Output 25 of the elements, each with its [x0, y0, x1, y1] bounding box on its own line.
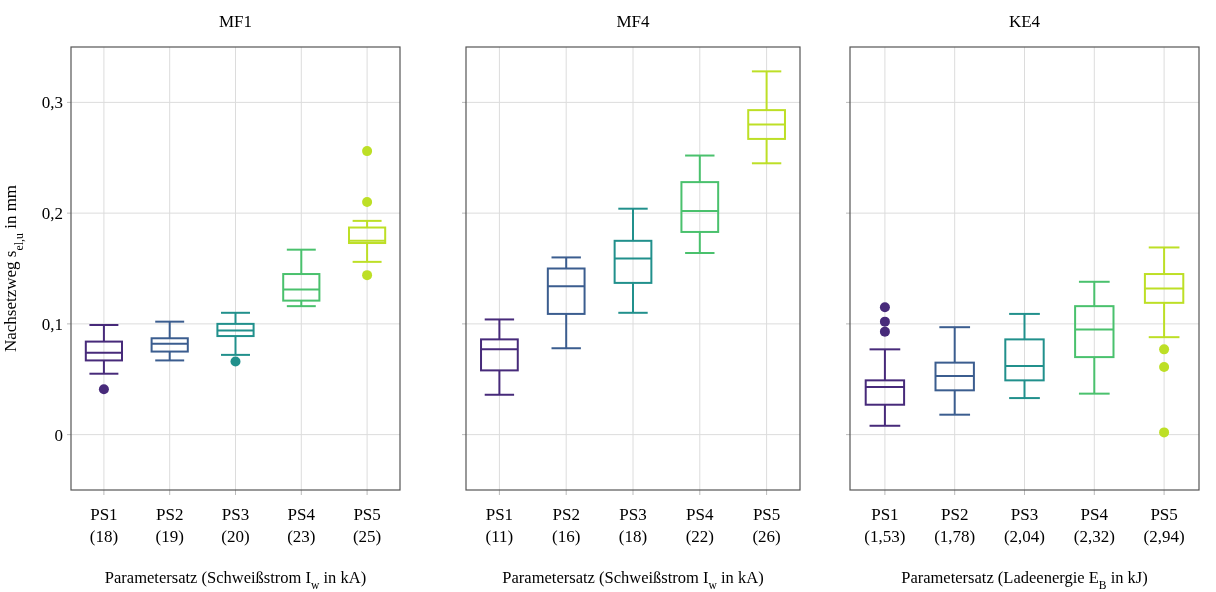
y-tick-label: 0,1 — [41, 314, 63, 334]
x-tick-label: PS4 (2,32) — [1073, 505, 1115, 546]
x-tick-label: PS1 (11) — [485, 505, 514, 546]
x-tick-label: PS1 (18) — [89, 505, 119, 546]
x-axis-title: Parametersatz (Ladeenergie E$_{B}$ in kJ) — [901, 568, 1148, 591]
x-tick-label: PS2 (16) — [552, 505, 581, 546]
x-tick-label: PS5 (2,94) — [1143, 505, 1185, 546]
chart-title: MF4 — [616, 12, 651, 31]
x-tick-label: PS3 (18) — [618, 505, 648, 546]
x-tick-label: PS3 (2,04) — [1003, 505, 1046, 546]
x-tick-label: PS2 (19) — [155, 505, 184, 546]
x-tick-label: PS5 (26) — [752, 505, 781, 546]
x-tick-label: PS4 (22) — [685, 505, 714, 546]
x-tick-label: PS5 (25) — [352, 505, 382, 546]
x-tick-label: PS1 (1,53) — [864, 505, 906, 546]
x-axis-title: Parametersatz (Schweißstrom I$_{w}$ in kA) — [104, 568, 367, 591]
chart-title: MF1 — [218, 12, 253, 31]
x-tick-label: PS2 (1,78) — [934, 505, 976, 546]
y-tick-label: 0 — [54, 425, 63, 445]
y-tick-label: 0,3 — [41, 93, 63, 113]
x-tick-label: PS4 (23) — [287, 505, 316, 546]
y-tick-label: 0,2 — [41, 204, 63, 224]
x-tick-label: PS3 (20) — [221, 505, 250, 546]
x-axis-title: Parametersatz (Schweißstrom I$_{w}$ in kA) — [502, 568, 764, 591]
chart-title: KE4 — [1008, 12, 1041, 31]
